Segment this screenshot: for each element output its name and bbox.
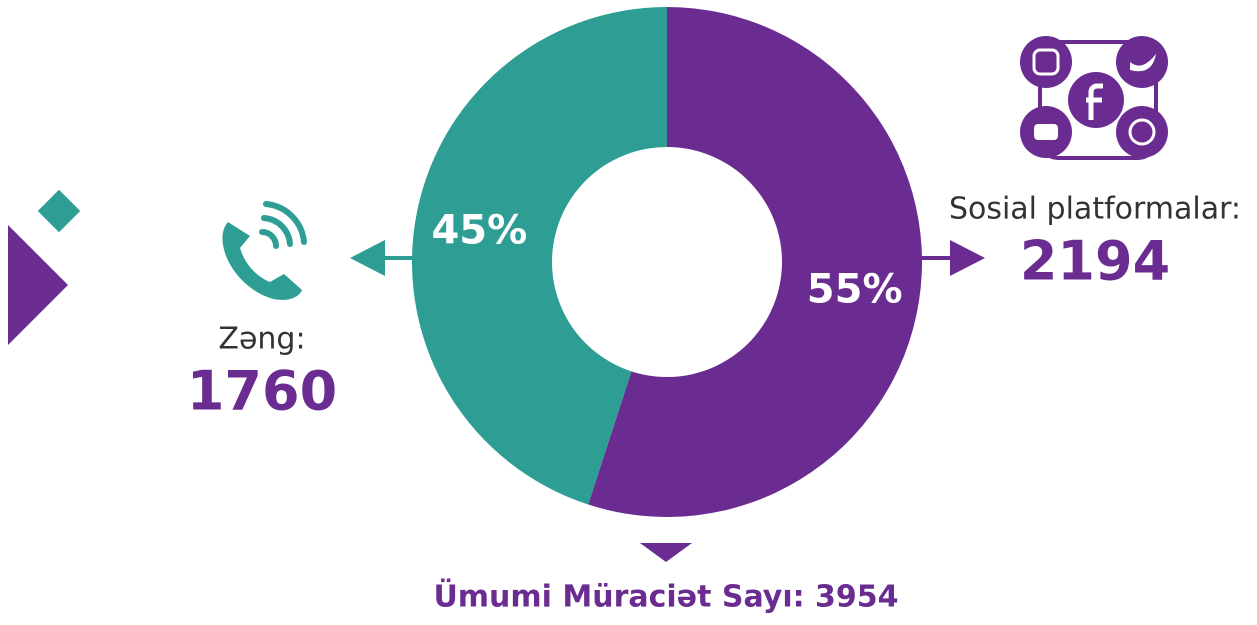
donut-segment xyxy=(588,7,922,517)
percent-label: 45% xyxy=(431,207,527,253)
donut-segment xyxy=(412,7,667,505)
category-label: Sosial platformalar: xyxy=(949,192,1241,227)
category-label: Zəng: xyxy=(218,322,305,357)
social-icons xyxy=(1020,36,1168,160)
count-label: 1760 xyxy=(187,360,337,423)
total-title: Ümumi Müraciət Sayı: 3954 xyxy=(433,578,898,615)
phone-icon xyxy=(222,201,307,300)
diamond xyxy=(37,189,81,233)
arrow-right xyxy=(920,240,985,276)
arrow-down xyxy=(640,543,692,562)
percent-label: 55% xyxy=(807,267,903,313)
count-label: 2194 xyxy=(1020,230,1170,293)
arrow-left xyxy=(350,240,420,276)
triangle xyxy=(8,225,68,345)
